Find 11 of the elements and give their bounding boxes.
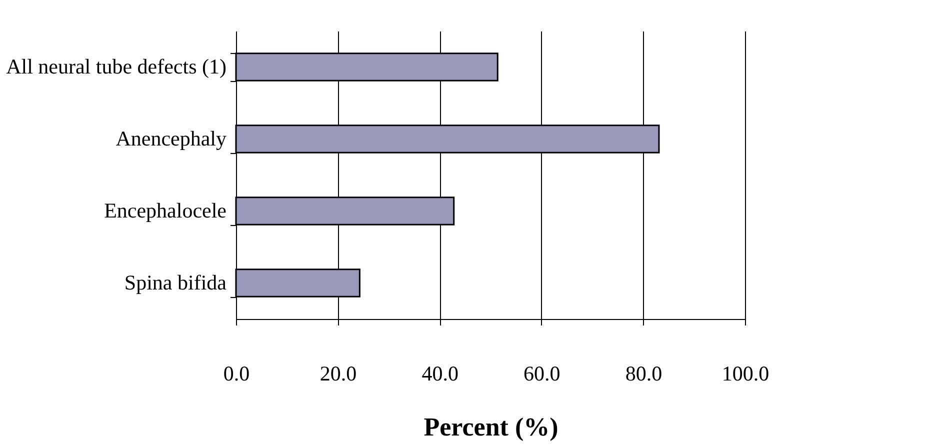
y-tick-label: Encephalocele (104, 198, 226, 222)
x-tick-label: 0.0 (223, 362, 250, 386)
x-tick-label: 20.0 (320, 362, 357, 386)
x-tick-label: 80.0 (625, 362, 662, 386)
y-tick-label: Anencephaly (116, 126, 227, 150)
y-tick-label: All neural tube defects (1) (6, 54, 226, 78)
x-tick-label: 40.0 (422, 362, 458, 386)
x-tick-label: 100.0 (722, 362, 770, 386)
y-tick-label: Spina bifida (124, 270, 228, 294)
x-axis-title: Percent (%) (424, 412, 558, 442)
x-tick-label: 60.0 (524, 362, 560, 386)
